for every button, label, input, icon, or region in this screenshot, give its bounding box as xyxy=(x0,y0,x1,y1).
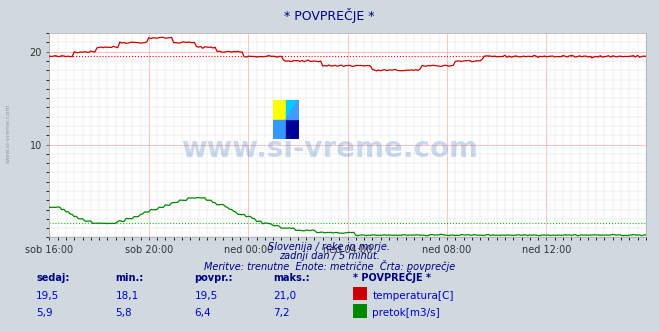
Text: 5,9: 5,9 xyxy=(36,308,53,318)
Polygon shape xyxy=(286,100,299,120)
Text: * POVPREČJE *: * POVPREČJE * xyxy=(353,271,430,283)
Polygon shape xyxy=(286,120,299,139)
Text: Meritve: trenutne  Enote: metrične  Črta: povprečje: Meritve: trenutne Enote: metrične Črta: … xyxy=(204,260,455,272)
Text: sedaj:: sedaj: xyxy=(36,273,70,283)
Text: temperatura[C]: temperatura[C] xyxy=(372,291,454,301)
Text: 19,5: 19,5 xyxy=(194,291,217,301)
Polygon shape xyxy=(286,100,299,120)
Text: zadnji dan / 5 minut.: zadnji dan / 5 minut. xyxy=(279,251,380,261)
Text: Slovenija / reke in morje.: Slovenija / reke in morje. xyxy=(268,242,391,252)
Text: povpr.:: povpr.: xyxy=(194,273,233,283)
Text: www.si-vreme.com: www.si-vreme.com xyxy=(5,103,11,163)
Polygon shape xyxy=(273,120,286,139)
Text: 21,0: 21,0 xyxy=(273,291,297,301)
Text: www.si-vreme.com: www.si-vreme.com xyxy=(181,135,478,163)
Text: 5,8: 5,8 xyxy=(115,308,132,318)
Text: 7,2: 7,2 xyxy=(273,308,290,318)
Text: 6,4: 6,4 xyxy=(194,308,211,318)
Text: pretok[m3/s]: pretok[m3/s] xyxy=(372,308,440,318)
Text: min.:: min.: xyxy=(115,273,144,283)
Text: maks.:: maks.: xyxy=(273,273,310,283)
Text: 19,5: 19,5 xyxy=(36,291,59,301)
Text: * POVPREČJE *: * POVPREČJE * xyxy=(284,8,375,23)
Text: 18,1: 18,1 xyxy=(115,291,138,301)
Polygon shape xyxy=(273,100,286,120)
